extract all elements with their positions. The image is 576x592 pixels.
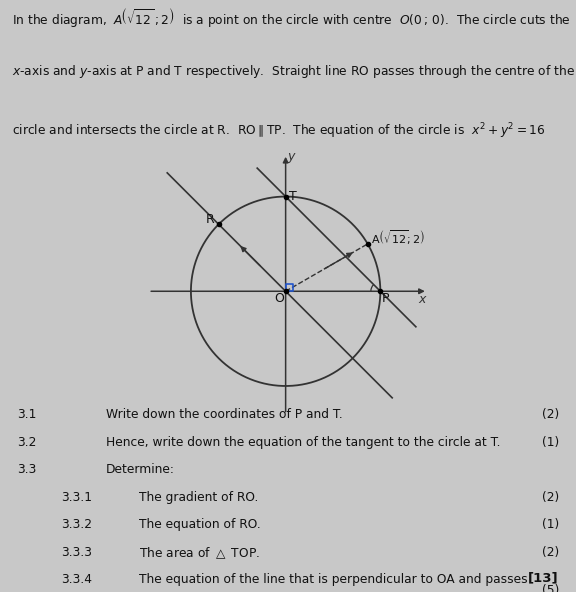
- Text: Determine:: Determine:: [105, 463, 175, 476]
- Text: 3.3.2: 3.3.2: [61, 518, 92, 531]
- Text: The equation of RO.: The equation of RO.: [139, 518, 260, 531]
- Text: $x$: $x$: [418, 293, 428, 306]
- Text: O: O: [274, 292, 283, 305]
- Text: P: P: [381, 292, 389, 305]
- Text: 3.2: 3.2: [17, 436, 36, 449]
- Text: $x$-axis and $y$-axis at P and T respectively.  Straight line RO passes through : $x$-axis and $y$-axis at P and T respect…: [12, 63, 574, 81]
- Text: Write down the coordinates of P and T.: Write down the coordinates of P and T.: [105, 408, 342, 422]
- Text: circle and intersects the circle at R.  RO$\parallel$TP.  The equation of the ci: circle and intersects the circle at R. R…: [12, 121, 545, 141]
- Text: (2): (2): [541, 546, 559, 559]
- Text: (2): (2): [541, 491, 559, 504]
- Text: 3.3.1: 3.3.1: [61, 491, 92, 504]
- Text: T: T: [289, 190, 297, 203]
- Text: A$\left(\sqrt{12};2\right)$: A$\left(\sqrt{12};2\right)$: [371, 228, 426, 246]
- Text: (1): (1): [541, 436, 559, 449]
- Text: 3.3.3: 3.3.3: [61, 546, 92, 559]
- Text: 3.3: 3.3: [17, 463, 36, 476]
- Text: The equation of the line that is perpendicular to OA and passes: The equation of the line that is perpend…: [139, 573, 527, 586]
- Text: (2): (2): [541, 408, 559, 422]
- Text: 3.1: 3.1: [17, 408, 36, 422]
- Text: (1): (1): [541, 518, 559, 531]
- Text: The gradient of RO.: The gradient of RO.: [139, 491, 258, 504]
- Text: R: R: [206, 213, 214, 226]
- Text: In the diagram,  $A\!\left(\sqrt{12}\,;2\right)$  is a point on the circle with : In the diagram, $A\!\left(\sqrt{12}\,;2\…: [12, 6, 570, 29]
- Text: (5): (5): [541, 584, 559, 592]
- Text: The area of $\triangle$ TOP.: The area of $\triangle$ TOP.: [139, 546, 260, 561]
- Text: [13]: [13]: [528, 571, 559, 584]
- Text: Hence, write down the equation of the tangent to the circle at T.: Hence, write down the equation of the ta…: [105, 436, 500, 449]
- Text: 3.3.4: 3.3.4: [61, 573, 92, 586]
- Text: $y$: $y$: [287, 151, 297, 165]
